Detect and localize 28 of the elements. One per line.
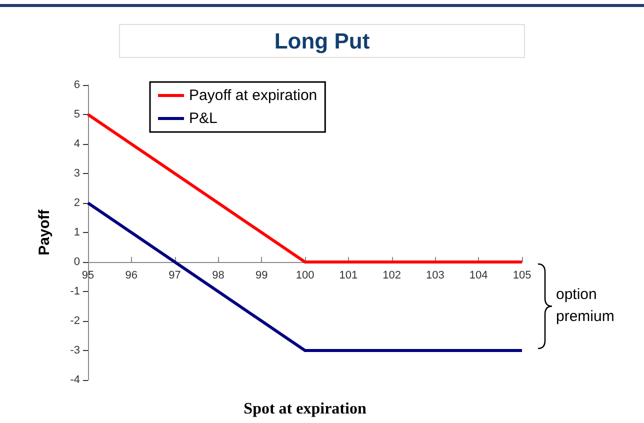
text: option premium <box>556 285 616 328</box>
chart-title: Long Put <box>274 28 370 54</box>
y-tick-label: 3 <box>74 168 80 180</box>
x-tick-label: 102 <box>382 270 401 282</box>
y-tick-label: 0 <box>74 256 80 268</box>
y-tick-label: 1 <box>74 226 80 238</box>
y-tick-label: 6 <box>74 79 80 91</box>
x-tick-label: 98 <box>212 270 224 282</box>
y-tick-label: 4 <box>74 138 80 150</box>
x-tick-label: 104 <box>469 270 488 282</box>
line-series <box>86 113 524 264</box>
x-tick-label: 100 <box>296 270 314 282</box>
x-tick-label: 96 <box>125 270 138 282</box>
y-tick-label: -4 <box>70 374 80 386</box>
y-tick-label: 2 <box>74 197 80 209</box>
x-tick-label: 105 <box>512 270 532 282</box>
y-tick-label: -2 <box>70 315 80 327</box>
x-tick-label: 97 <box>168 270 181 282</box>
y-tick-label: -3 <box>70 344 80 356</box>
x-tick-label: 103 <box>426 270 444 282</box>
x-tick-label: 99 <box>255 270 268 282</box>
y-tick-label: 5 <box>74 108 80 120</box>
x-tick-label: 101 <box>339 270 358 282</box>
legend-label: Payoff at expiration <box>189 87 318 104</box>
y-tick-label: -1 <box>70 286 80 298</box>
legend-label: P&L <box>189 110 218 127</box>
y-axis-title: Payoff <box>36 208 53 256</box>
x-axis-title: Spot at expiration <box>244 400 366 418</box>
